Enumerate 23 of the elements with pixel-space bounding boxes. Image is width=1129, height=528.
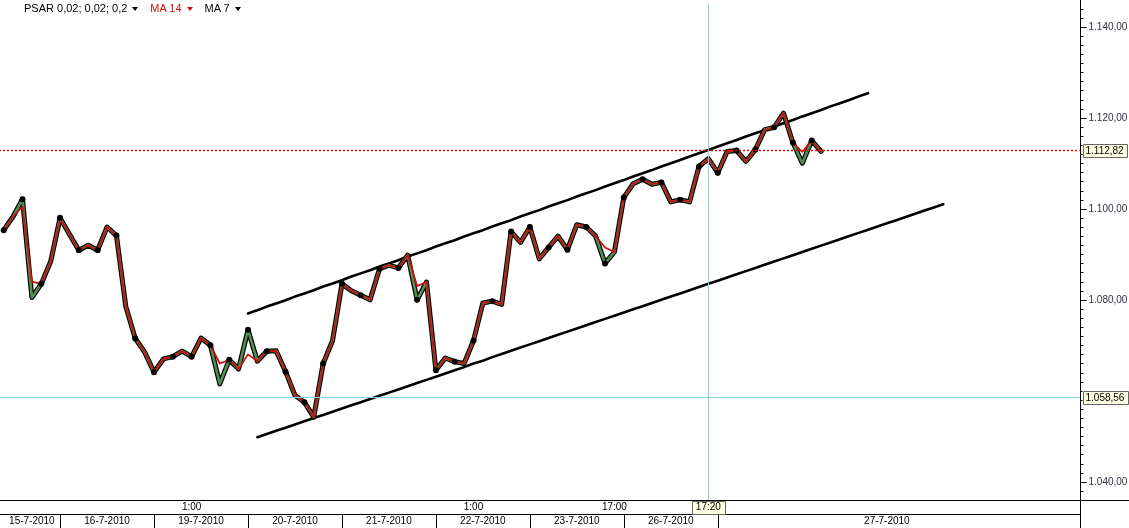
y-tick-label: 1.140,00: [1088, 21, 1128, 33]
legend-label: MA 14: [150, 2, 182, 15]
x-tick-label: 26-7-2010: [647, 515, 695, 527]
x-tick-label: 27-7-2010: [864, 515, 911, 527]
x-tick-label: 17:20: [695, 501, 722, 513]
ref-line-label: 1.112,82: [1085, 144, 1125, 156]
x-tick-label: 23-7-2010: [554, 515, 601, 527]
y-tick-label: 1.040,00: [1088, 476, 1128, 488]
y-tick-label: 1.120,00: [1088, 112, 1128, 124]
x-tick-label: 15-7-2010: [9, 515, 56, 527]
x-tick-label: 19-7-2010: [178, 515, 225, 527]
legend-label: MA 7: [204, 2, 230, 15]
x-tick-label: 1:00: [181, 501, 202, 513]
x-tick-label: 22-7-2010: [460, 515, 507, 527]
x-tick-label: 16-7-2010: [84, 515, 131, 527]
ref-line-label: 1.058,56: [1085, 391, 1125, 403]
y-tick-label: 1.100,00: [1088, 203, 1128, 215]
y-tick-label: 1.080,00: [1088, 294, 1128, 306]
legend-label: PSAR 0,02; 0,02; 0,2: [24, 2, 128, 15]
x-tick-label: 17:00: [601, 501, 628, 513]
x-tick-label: 20-7-2010: [272, 515, 319, 527]
x-tick-label: 21-7-2010: [366, 515, 413, 527]
x-tick-label: 1:00: [463, 501, 484, 513]
